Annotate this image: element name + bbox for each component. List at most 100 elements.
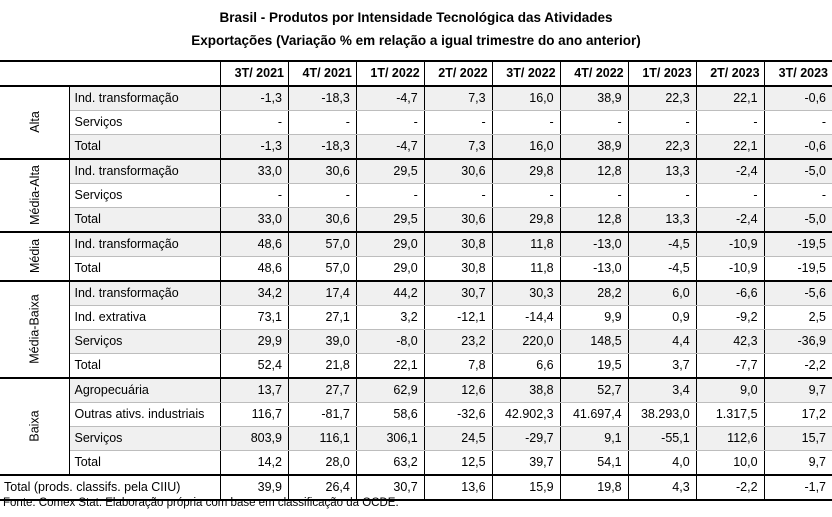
value-cell: - [287, 183, 357, 208]
header-corner [0, 60, 222, 87]
value-cell: 44,2 [355, 281, 425, 306]
total-value-cell: 15,9 [491, 475, 561, 501]
value-cell: -1,3 [220, 134, 289, 160]
group-label: Baixa [27, 410, 42, 442]
value-cell: -7,7 [695, 353, 765, 379]
value-cell: 33,0 [220, 207, 289, 233]
value-cell: 28,0 [287, 450, 357, 476]
row-label: Serviços [69, 183, 221, 208]
row-label: Total [69, 207, 221, 233]
value-cell: - [287, 110, 357, 135]
value-cell: 4,4 [627, 329, 697, 354]
value-cell: -8,0 [355, 329, 425, 354]
value-cell: -4,7 [355, 86, 425, 111]
source-note: Fonte: Comex Stat. Elaboração própria co… [3, 497, 399, 509]
group-label: Alta [27, 111, 42, 133]
value-cell: 306,1 [355, 426, 425, 451]
value-cell: - [355, 183, 425, 208]
table-row: Serviços 29,9 39,0 -8,0 23,2 220,0 148,5 4,4 42,… [0, 329, 832, 354]
group-label-cell: Média-Baixa [0, 281, 71, 379]
value-cell: 17,4 [287, 281, 357, 306]
table-title: Brasil - Produtos por Intensidade Tecnol… [219, 10, 613, 25]
column-header: 4T/ 2021 [287, 60, 357, 87]
group-label-cell: Baixa [0, 378, 71, 476]
column-header: 3T/ 2022 [491, 60, 561, 87]
group-label-cell: Média-Alta [0, 159, 71, 233]
value-cell: 3,7 [627, 353, 697, 379]
value-cell: - [491, 183, 561, 208]
value-cell: 9,1 [559, 426, 629, 451]
value-cell: 16,0 [491, 134, 561, 160]
total-value-cell: 26,4 [287, 475, 357, 501]
value-cell: - [559, 110, 629, 135]
column-header: 3T/ 2021 [220, 60, 289, 87]
total-row-label: Total (prods. classifs. pela CIIU) [0, 475, 222, 501]
value-cell: 28,2 [559, 281, 629, 306]
table-row: Baixa Agropecuária 13,7 27,7 62,9 12,6 38,8 52,… [0, 378, 832, 476]
value-cell: - [423, 183, 493, 208]
value-cell: 57,0 [287, 232, 357, 257]
column-header: 1T/ 2022 [355, 60, 425, 87]
value-cell: 3,2 [355, 305, 425, 330]
value-cell: 12,6 [423, 378, 493, 403]
value-cell: - [491, 110, 561, 135]
value-cell: -14,4 [491, 305, 561, 330]
value-cell: 22,1 [695, 86, 765, 111]
value-cell: 116,7 [220, 402, 289, 427]
group-label: Média [27, 238, 42, 274]
value-cell: 54,1 [559, 450, 629, 476]
table-row: Média-Alta Ind. transformação 33,0 30,6 29,5… [0, 159, 832, 233]
row-label: Ind. transformação [69, 159, 221, 184]
value-cell: -13,0 [559, 256, 629, 282]
value-cell: 39,0 [287, 329, 357, 354]
value-cell: -81,7 [287, 402, 357, 427]
row-label: Serviços [69, 110, 221, 135]
header-row: 3T/ 2021 4T/ 2021 1T/ 2022 2T/ 2022 3T/ … [0, 60, 832, 87]
value-cell: -0,6 [763, 134, 832, 160]
value-cell: 29,5 [355, 159, 425, 184]
table-row: Total 48,6 57,0 29,0 30,8 11,8 -13,0 -4,5 -10,9-… [0, 256, 832, 282]
value-cell: -10,9 [695, 232, 765, 257]
value-cell: 15,7 [763, 426, 832, 451]
total-value-cell: -2,2 [695, 475, 765, 501]
value-cell: 42,3 [695, 329, 765, 354]
table-row: Serviços - - - - - - - - - [0, 110, 832, 135]
value-cell: - [559, 183, 629, 208]
row-label: Ind. extrativa [69, 305, 221, 330]
value-cell: 9,9 [559, 305, 629, 330]
value-cell: 4,0 [627, 450, 697, 476]
value-cell: -5,0 [763, 159, 832, 184]
row-label: Total [69, 353, 221, 379]
value-cell: 42.902,3 [491, 402, 561, 427]
value-cell: 12,5 [423, 450, 493, 476]
value-cell: 9,7 [763, 450, 832, 476]
column-header: 4T/ 2022 [559, 60, 629, 87]
value-cell: 112,6 [695, 426, 765, 451]
group-label-cell: Alta [0, 86, 71, 160]
value-cell: -0,6 [763, 86, 832, 111]
table-row: Alta Ind. transformação -1,3 -18,3 -4,7 7,3 16… [0, 86, 832, 160]
value-cell: 57,0 [287, 256, 357, 282]
value-cell: 24,5 [423, 426, 493, 451]
value-cell: 48,6 [220, 232, 289, 257]
value-cell: - [627, 183, 697, 208]
value-cell: 7,8 [423, 353, 493, 379]
column-header: 1T/ 2023 [627, 60, 697, 87]
value-cell: 30,6 [423, 207, 493, 233]
value-cell: -2,4 [695, 159, 765, 184]
value-cell: 12,8 [559, 159, 629, 184]
value-cell: 22,3 [627, 86, 697, 111]
total-row: Total (prods. classifs. pela CIIU) 39,9 26… [0, 475, 832, 501]
value-cell: 27,7 [287, 378, 357, 403]
value-cell: 29,8 [491, 207, 561, 233]
table-row: Ind. extrativa 73,1 27,1 3,2 -12,1 -14,4 9,9 0,… [0, 305, 832, 330]
value-cell: -13,0 [559, 232, 629, 257]
value-cell: 30,8 [423, 256, 493, 282]
value-cell: 33,0 [220, 159, 289, 184]
total-value-cell: 4,3 [627, 475, 697, 501]
value-cell: 11,8 [491, 232, 561, 257]
table-row: Média Ind. transformação 48,6 57,0 29,0 30,8 1… [0, 232, 832, 282]
value-cell: -32,6 [423, 402, 493, 427]
value-cell: 27,1 [287, 305, 357, 330]
value-cell: 22,3 [627, 134, 697, 160]
